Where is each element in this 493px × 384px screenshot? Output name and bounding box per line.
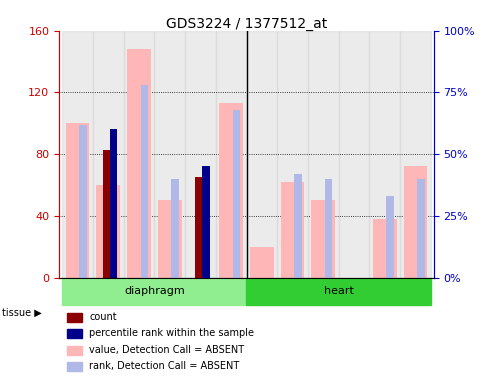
Bar — [141, 85, 148, 278]
Bar — [325, 179, 332, 278]
Bar — [369, 31, 400, 278]
Bar — [67, 313, 82, 322]
FancyBboxPatch shape — [62, 279, 246, 305]
Bar — [127, 49, 151, 278]
Bar — [246, 31, 277, 278]
Bar — [154, 31, 185, 278]
Bar — [158, 200, 181, 278]
Bar — [66, 123, 89, 278]
Bar — [294, 174, 302, 278]
Bar — [400, 31, 431, 278]
Bar — [417, 179, 424, 278]
Text: diaphragm: diaphragm — [124, 286, 185, 296]
FancyBboxPatch shape — [246, 279, 431, 305]
Text: tissue ▶: tissue ▶ — [2, 308, 42, 318]
Bar — [67, 362, 82, 371]
Bar — [250, 247, 274, 278]
Bar — [67, 329, 82, 338]
Text: rank, Detection Call = ABSENT: rank, Detection Call = ABSENT — [89, 361, 240, 371]
Bar — [312, 200, 335, 278]
Bar — [172, 179, 179, 278]
Bar — [308, 31, 339, 278]
Bar — [97, 185, 120, 278]
Bar — [277, 31, 308, 278]
Bar — [373, 219, 396, 278]
Bar — [216, 31, 246, 278]
Bar — [124, 31, 154, 278]
Bar — [404, 167, 427, 278]
Bar — [67, 346, 82, 355]
Text: value, Detection Call = ABSENT: value, Detection Call = ABSENT — [89, 344, 244, 354]
Bar — [110, 129, 117, 278]
Bar — [233, 110, 240, 278]
Bar — [281, 182, 304, 278]
Bar — [103, 149, 114, 278]
Bar — [195, 177, 206, 278]
Bar — [93, 31, 124, 278]
Text: GDS3224 / 1377512_at: GDS3224 / 1377512_at — [166, 17, 327, 31]
Bar — [219, 103, 243, 278]
Text: heart: heart — [324, 286, 353, 296]
Bar — [79, 124, 87, 278]
Bar — [202, 167, 210, 278]
Bar — [185, 31, 216, 278]
Bar — [62, 31, 93, 278]
Text: count: count — [89, 312, 117, 322]
Text: percentile rank within the sample: percentile rank within the sample — [89, 328, 254, 338]
Bar — [339, 31, 369, 278]
Bar — [387, 196, 394, 278]
